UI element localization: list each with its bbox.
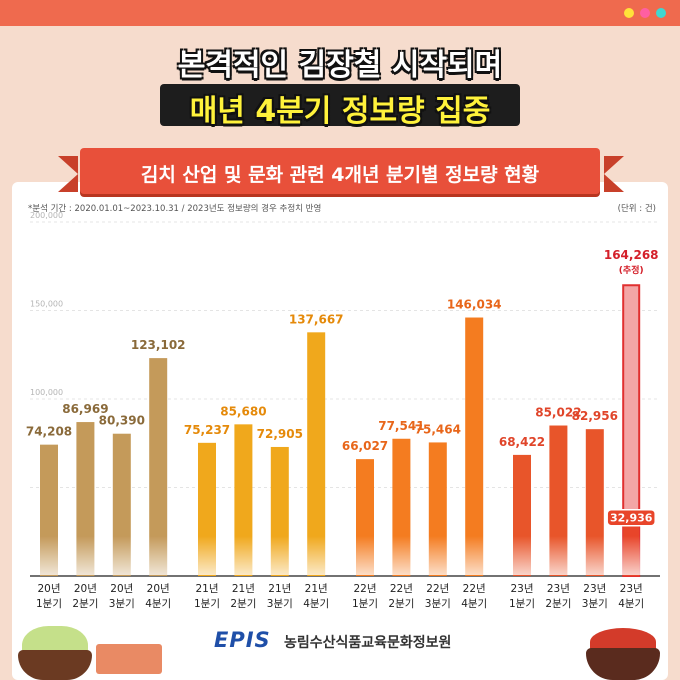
data-label: 85,680: [220, 404, 266, 418]
bar: [307, 332, 326, 576]
y-tick-label: 150,000: [30, 300, 63, 309]
ribbon-tail-left: [58, 156, 78, 192]
data-label: 164,268: [604, 248, 659, 262]
data-label: 77,541: [378, 419, 424, 433]
y-tick-label: 200,000: [30, 211, 63, 220]
x-tick-quarter: 2분기: [545, 598, 571, 610]
x-tick-quarter: 1분기: [509, 598, 535, 610]
data-label: 75,464: [415, 422, 461, 436]
yellow-dot-icon: [624, 8, 634, 18]
x-tick-quarter: 1분기: [36, 598, 62, 610]
x-tick-quarter: 3분기: [267, 598, 293, 610]
data-label: 72,905: [257, 427, 303, 441]
data-label: 123,102: [131, 338, 186, 352]
x-tick-year: 21년: [268, 583, 291, 595]
title-ribbon: [80, 148, 600, 194]
x-tick-year: 23년: [547, 583, 570, 595]
chart-title: 김치 산업 및 문화 관련 4개년 분기별 정보량 현황: [140, 164, 540, 186]
data-label: 85,022: [535, 406, 581, 420]
x-tick-quarter: 3분기: [582, 598, 608, 610]
x-tick-year: 23년: [620, 583, 643, 595]
ribbon-tail-right: [604, 156, 624, 192]
x-tick-quarter: 4분기: [461, 598, 487, 610]
organization-name: 농림수산식품교육문화정보원: [284, 635, 452, 651]
data-label: 137,667: [289, 312, 344, 326]
x-tick-year: 21년: [232, 583, 255, 595]
x-tick-year: 22년: [353, 583, 376, 595]
x-tick-year: 20년: [110, 583, 133, 595]
y-tick-label: 100,000: [30, 388, 63, 397]
data-label: 146,034: [447, 298, 502, 312]
actual-label-pill: [606, 508, 656, 527]
analysis-note: *분석 기간 : 2020.01.01~2023.10.31 / 2023년도 …: [28, 204, 322, 214]
x-tick-year: 21년: [195, 583, 218, 595]
actual-value-label: 32,936: [610, 512, 653, 525]
x-tick-year: 23년: [583, 583, 606, 595]
x-tick-year: 22년: [390, 583, 413, 595]
x-tick-quarter: 3분기: [425, 598, 451, 610]
x-tick-quarter: 2분기: [72, 598, 98, 610]
x-tick-year: 22년: [463, 583, 486, 595]
x-tick-year: 23년: [510, 583, 533, 595]
unit-label: (단위 : 건): [617, 204, 656, 214]
bar: [149, 358, 168, 576]
data-label: 74,208: [26, 425, 72, 439]
bar: [465, 317, 484, 576]
x-tick-quarter: 4분기: [145, 598, 171, 610]
data-label: 68,422: [499, 435, 545, 449]
headline-line-2: 매년 4분기 정보량 집중: [189, 94, 491, 129]
x-tick-year: 21년: [305, 583, 328, 595]
x-tick-quarter: 4분기: [303, 598, 329, 610]
cyan-dot-icon: [656, 8, 666, 18]
headline-highlight: [160, 84, 520, 126]
headline-line-1: 본격적인 김장철 시작되며: [177, 48, 503, 83]
pink-dot-icon: [640, 8, 650, 18]
epis-logo: EPIS: [214, 628, 271, 652]
bowl-left-illustration: [18, 650, 92, 680]
bowl-right-illustration: [586, 648, 660, 680]
x-tick-quarter: 3분기: [109, 598, 135, 610]
top-bar: [0, 0, 680, 26]
x-tick-year: 20년: [37, 583, 60, 595]
x-tick-quarter: 1분기: [194, 598, 220, 610]
estimate-tag: (추정): [619, 264, 644, 276]
x-tick-year: 22년: [426, 583, 449, 595]
data-label: 75,237: [184, 423, 230, 437]
cutting-board-illustration: [96, 644, 162, 674]
x-tick-year: 20년: [74, 583, 97, 595]
x-tick-quarter: 1분기: [352, 598, 378, 610]
x-tick-quarter: 2분기: [230, 598, 256, 610]
x-tick-quarter: 2분기: [388, 598, 414, 610]
data-label: 86,969: [62, 402, 108, 416]
x-tick-quarter: 4분기: [618, 598, 644, 610]
x-tick-year: 20년: [147, 583, 170, 595]
bar-bottom-fade: [30, 536, 660, 575]
data-label: 82,956: [572, 409, 618, 423]
data-label: 66,027: [342, 439, 388, 453]
data-label: 80,390: [99, 414, 145, 428]
